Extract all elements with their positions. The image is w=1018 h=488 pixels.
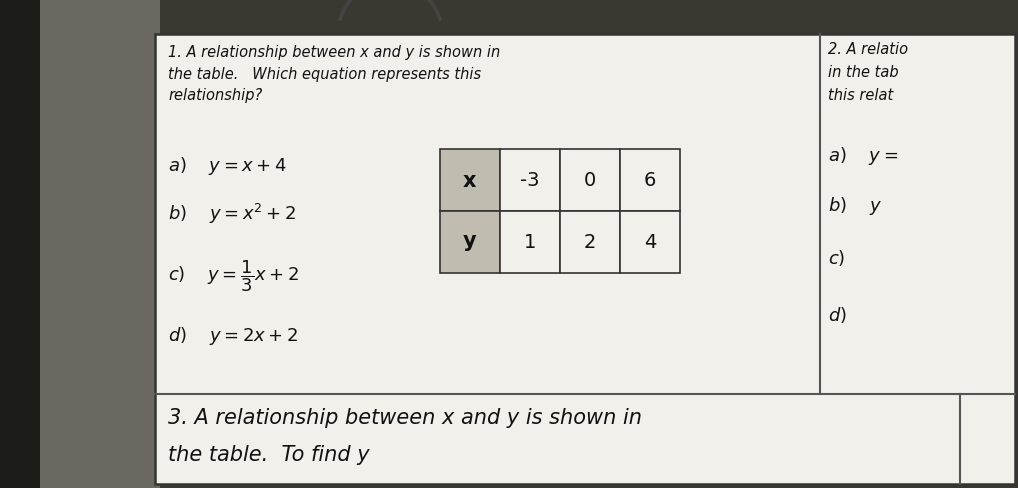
FancyBboxPatch shape	[500, 150, 560, 212]
Text: 4: 4	[643, 233, 657, 252]
FancyBboxPatch shape	[620, 212, 680, 273]
FancyBboxPatch shape	[620, 150, 680, 212]
FancyBboxPatch shape	[155, 35, 1015, 484]
Text: 6: 6	[643, 171, 657, 190]
Text: 2. A relatio: 2. A relatio	[828, 42, 908, 57]
Text: $\mathbf{x}$: $\mathbf{x}$	[462, 171, 477, 191]
Text: $\mathit{b)}$    $y$: $\mathit{b)}$ $y$	[828, 195, 883, 217]
Text: 0: 0	[584, 171, 597, 190]
Text: $\mathit{b)}$    $y = x^2 + 2$: $\mathit{b)}$ $y = x^2 + 2$	[168, 202, 296, 225]
Text: this relat: this relat	[828, 88, 893, 103]
Text: 1: 1	[524, 233, 536, 252]
Text: in the tab: in the tab	[828, 65, 899, 80]
Text: 3. A relationship between x and y is shown in: 3. A relationship between x and y is sho…	[168, 407, 642, 427]
FancyBboxPatch shape	[0, 0, 160, 488]
FancyBboxPatch shape	[40, 0, 160, 488]
FancyBboxPatch shape	[560, 150, 620, 212]
Text: $\mathit{c)}$: $\mathit{c)}$	[828, 247, 845, 267]
Text: 2: 2	[583, 233, 597, 252]
Text: $\mathit{a)}$    $y = x + 4$: $\mathit{a)}$ $y = x + 4$	[168, 155, 287, 177]
FancyBboxPatch shape	[560, 212, 620, 273]
FancyBboxPatch shape	[440, 150, 500, 212]
Text: $\mathbf{y}$: $\mathbf{y}$	[462, 232, 477, 252]
FancyBboxPatch shape	[500, 212, 560, 273]
Text: 1. A relationship between x and y is shown in
the table.   Which equation repres: 1. A relationship between x and y is sho…	[168, 45, 500, 103]
Text: -3: -3	[520, 171, 540, 190]
Text: $\mathit{d)}$: $\mathit{d)}$	[828, 305, 847, 325]
Text: $\mathit{c)}$    $y = \dfrac{1}{3}x + 2$: $\mathit{c)}$ $y = \dfrac{1}{3}x + 2$	[168, 258, 298, 293]
Text: $\mathit{d)}$    $y = 2x + 2$: $\mathit{d)}$ $y = 2x + 2$	[168, 325, 298, 346]
Text: $\mathit{a)}$    $y =$: $\mathit{a)}$ $y =$	[828, 145, 898, 167]
Text: the table.  To find y: the table. To find y	[168, 444, 370, 464]
FancyBboxPatch shape	[440, 212, 500, 273]
